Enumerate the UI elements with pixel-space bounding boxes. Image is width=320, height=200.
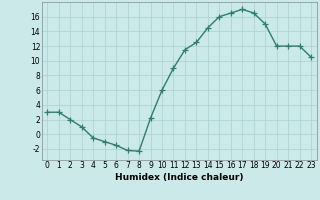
X-axis label: Humidex (Indice chaleur): Humidex (Indice chaleur) [115, 173, 244, 182]
